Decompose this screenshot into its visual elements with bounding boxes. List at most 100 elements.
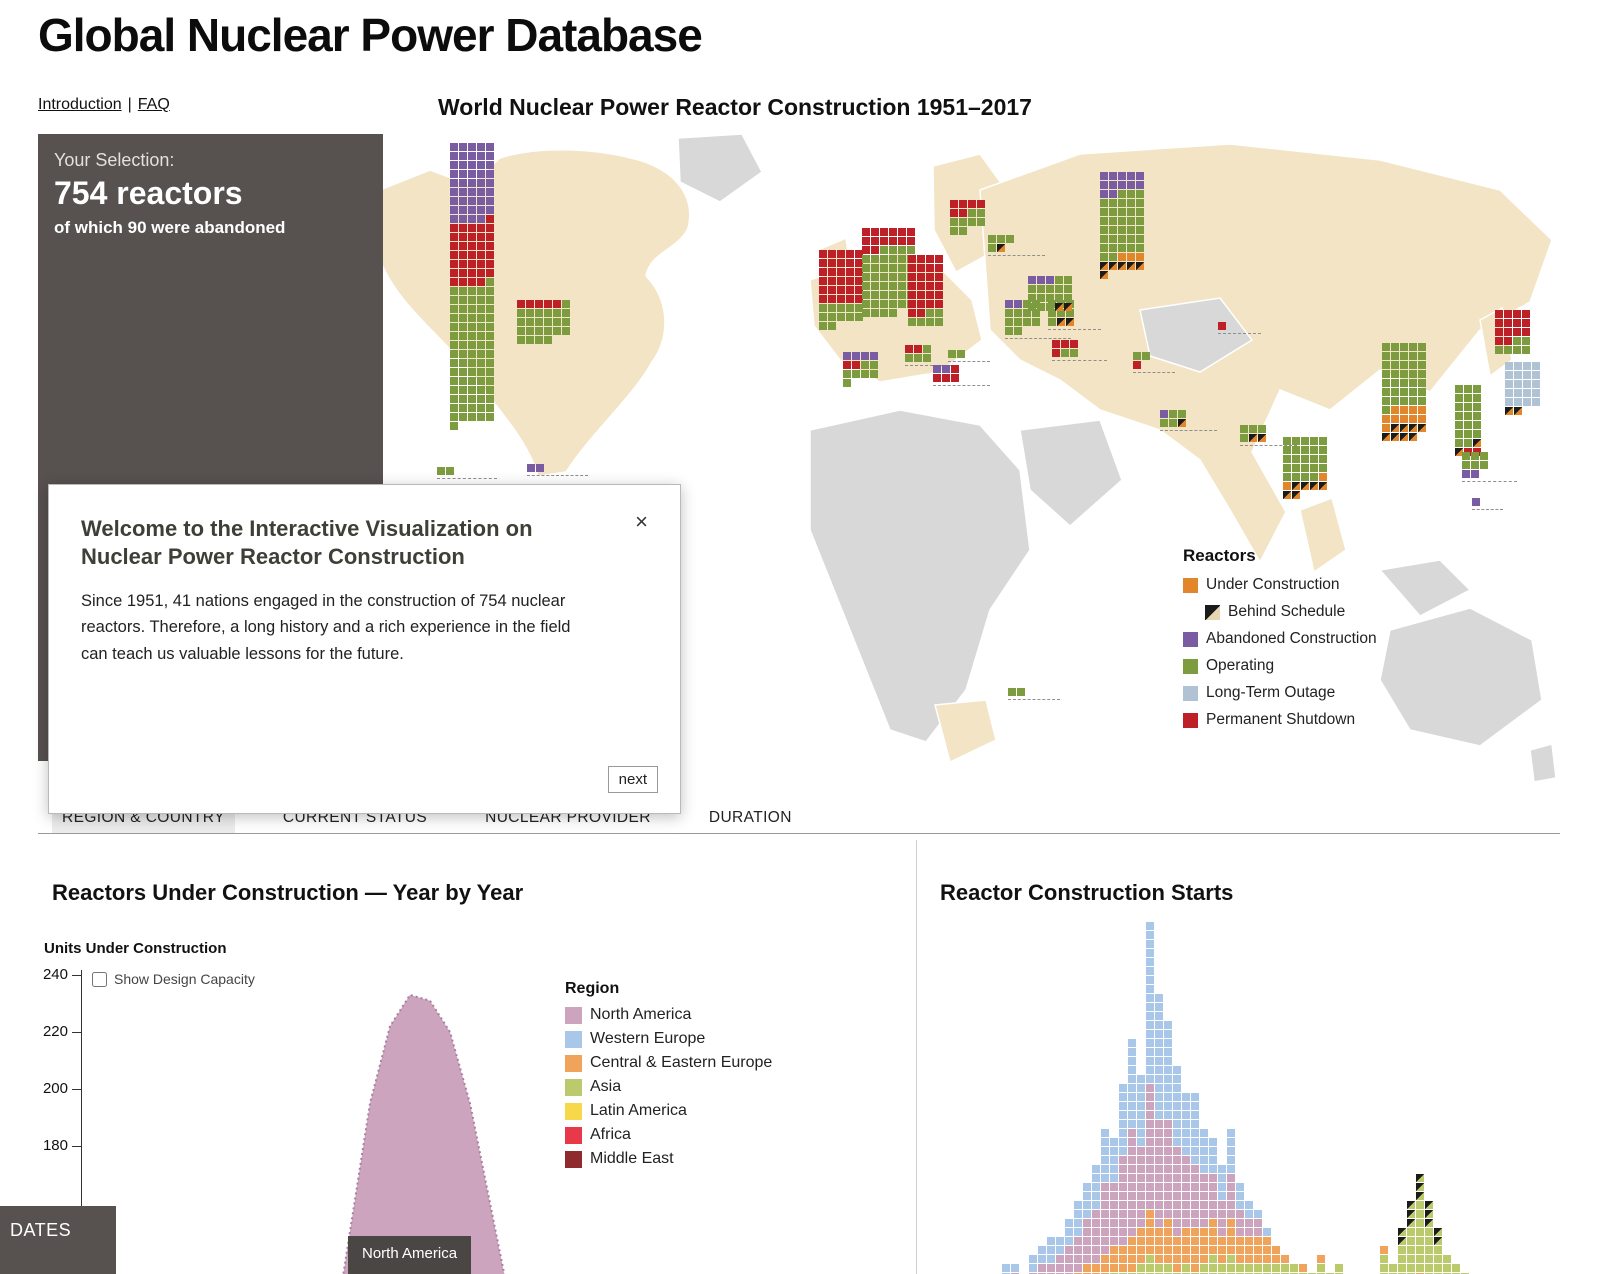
construction-starts-column[interactable]: [1389, 1263, 1397, 1274]
construction-starts-column[interactable]: [1092, 1164, 1100, 1274]
region-legend-item-we: Western Europe: [565, 1030, 772, 1048]
reactor-stack-mexico[interactable]: [437, 467, 497, 479]
construction-starts-column[interactable]: [1029, 1254, 1037, 1274]
reactor-stack-czech-slovakia[interactable]: [1005, 300, 1071, 339]
construction-starts-column[interactable]: [1128, 1038, 1136, 1274]
construction-starts-column[interactable]: [1200, 1128, 1208, 1274]
reactor-stack-uae[interactable]: [1160, 410, 1217, 431]
construction-starts-column[interactable]: [1155, 993, 1163, 1274]
reactor-stack-switzerland[interactable]: [905, 345, 958, 366]
construction-starts-column[interactable]: [1056, 1236, 1064, 1274]
tab-duration[interactable]: DURATION: [708, 809, 792, 826]
reactor-stack-netherlands[interactable]: [948, 350, 990, 362]
y-tick-mark: [72, 1032, 81, 1033]
reactor-stack-italy[interactable]: [933, 365, 990, 386]
reactor-stack-cuba[interactable]: [527, 464, 588, 476]
construction-starts-column[interactable]: [1218, 1164, 1226, 1274]
construction-starts-column[interactable]: [1101, 1128, 1109, 1274]
construction-starts-column[interactable]: [1299, 1263, 1307, 1274]
modal-body: Since 1951, 41 nations engaged in the co…: [81, 592, 571, 663]
construction-starts-column[interactable]: [1038, 1245, 1046, 1274]
reactor-stack-spain[interactable]: [843, 352, 879, 388]
y-tick-label: 200: [42, 1080, 68, 1097]
reactor-stack-japan-lto[interactable]: [1505, 362, 1541, 416]
construction-starts-column[interactable]: [1074, 1200, 1082, 1274]
reactor-stack-armenia[interactable]: [1133, 352, 1175, 373]
construction-starts-column[interactable]: [1425, 1200, 1433, 1274]
construction-starts-column[interactable]: [1317, 1254, 1325, 1274]
next-button[interactable]: next: [607, 766, 658, 793]
construction-starts-column[interactable]: [1110, 1137, 1118, 1274]
construction-starts-column[interactable]: [1245, 1200, 1253, 1274]
reactor-stack-iran[interactable]: [1240, 425, 1297, 446]
region-legend-swatch-na: [565, 1006, 582, 1024]
construction-starts-column[interactable]: [1335, 1263, 1343, 1274]
reactor-stack-sweden[interactable]: [950, 200, 986, 236]
map-legend-swatch-lto: [1183, 685, 1198, 701]
construction-starts-column[interactable]: [1083, 1182, 1091, 1274]
faq-link[interactable]: FAQ: [137, 96, 170, 113]
construction-starts-column[interactable]: [1434, 1227, 1442, 1274]
modal-title: Welcome to the Interactive Visualization…: [81, 516, 533, 569]
reactor-stack-uk[interactable]: [819, 250, 864, 331]
reactor-stack-canada[interactable]: [517, 300, 571, 345]
construction-starts-column[interactable]: [1191, 1092, 1199, 1274]
reactor-stack-taiwan-2[interactable]: [1472, 498, 1503, 510]
reactor-stack-india[interactable]: [1283, 437, 1328, 500]
show-design-capacity-checkbox[interactable]: [92, 971, 107, 987]
map-legend-item-op: Operating: [1183, 657, 1377, 675]
construction-starts-column[interactable]: [1380, 1245, 1388, 1274]
construction-starts-column[interactable]: [1173, 1065, 1181, 1274]
construction-starts-column[interactable]: [1452, 1263, 1460, 1274]
construction-starts-column[interactable]: [1263, 1227, 1271, 1274]
reactor-stack-taiwan[interactable]: [1462, 452, 1517, 482]
construction-starts-column[interactable]: [1137, 1074, 1145, 1274]
construction-starts-column[interactable]: [1011, 1263, 1019, 1274]
construction-starts-column[interactable]: [1254, 1209, 1262, 1274]
map-stack-layer: [437, 143, 1541, 700]
reactor-stack-russia[interactable]: [1100, 172, 1145, 280]
reactor-stack-ukraine[interactable]: [1028, 276, 1073, 312]
region-legend-item-af: Africa: [565, 1126, 772, 1144]
reactor-stack-bulgaria[interactable]: [1052, 340, 1107, 361]
map-legend-swatch-bs: [1205, 604, 1220, 620]
construction-starts-column[interactable]: [1272, 1245, 1280, 1274]
selection-count: 754 reactors: [54, 175, 243, 211]
reactor-stack-finland[interactable]: [988, 235, 1045, 256]
reactor-stack-south-africa[interactable]: [1008, 688, 1060, 700]
reactor-stack-kazakhstan[interactable]: [1218, 322, 1261, 334]
close-icon[interactable]: ×: [635, 509, 648, 534]
construction-starts-column[interactable]: [1398, 1227, 1406, 1274]
area-series-label: North America: [348, 1236, 472, 1274]
construction-starts-column[interactable]: [1227, 1128, 1235, 1274]
construction-starts-column[interactable]: [1146, 921, 1154, 1274]
map-legend: Reactors Under Construction Behind Schedu…: [1183, 546, 1377, 738]
construction-starts-column[interactable]: [1281, 1254, 1289, 1274]
reactor-stack-japan[interactable]: [1495, 310, 1531, 355]
updates-corner-tab[interactable]: DATES: [0, 1206, 116, 1274]
construction-starts-column[interactable]: [1290, 1263, 1298, 1274]
reactor-stack-china[interactable]: [1382, 343, 1427, 442]
construction-starts-column[interactable]: [1209, 1137, 1217, 1274]
construction-starts-column[interactable]: [1164, 1020, 1172, 1274]
construction-starts-column[interactable]: [1407, 1200, 1415, 1274]
construction-starts-column[interactable]: [1443, 1254, 1451, 1274]
construction-starts-column[interactable]: [1065, 1218, 1073, 1274]
reactor-stack-germany[interactable]: [908, 255, 944, 327]
map-legend-swatch-op: [1183, 658, 1198, 674]
introduction-link[interactable]: Introduction: [38, 96, 122, 113]
reactor-stack-usa[interactable]: [450, 143, 495, 431]
left-chart-title: Reactors Under Construction — Year by Ye…: [52, 880, 524, 905]
construction-starts-column[interactable]: [1236, 1182, 1244, 1274]
construction-starts-column[interactable]: [1002, 1263, 1010, 1274]
construction-starts-column[interactable]: [1047, 1236, 1055, 1274]
construction-starts-column[interactable]: [1182, 1092, 1190, 1274]
map-legend-title: Reactors: [1183, 546, 1256, 565]
updates-corner-label: DATES: [10, 1220, 72, 1240]
map-legend-item-lto: Long-Term Outage: [1183, 684, 1377, 702]
y-tick-mark: [72, 975, 81, 976]
construction-starts-column[interactable]: [1119, 1083, 1127, 1274]
reactor-stack-south-korea[interactable]: [1455, 385, 1482, 457]
construction-starts-column[interactable]: [1416, 1173, 1424, 1274]
